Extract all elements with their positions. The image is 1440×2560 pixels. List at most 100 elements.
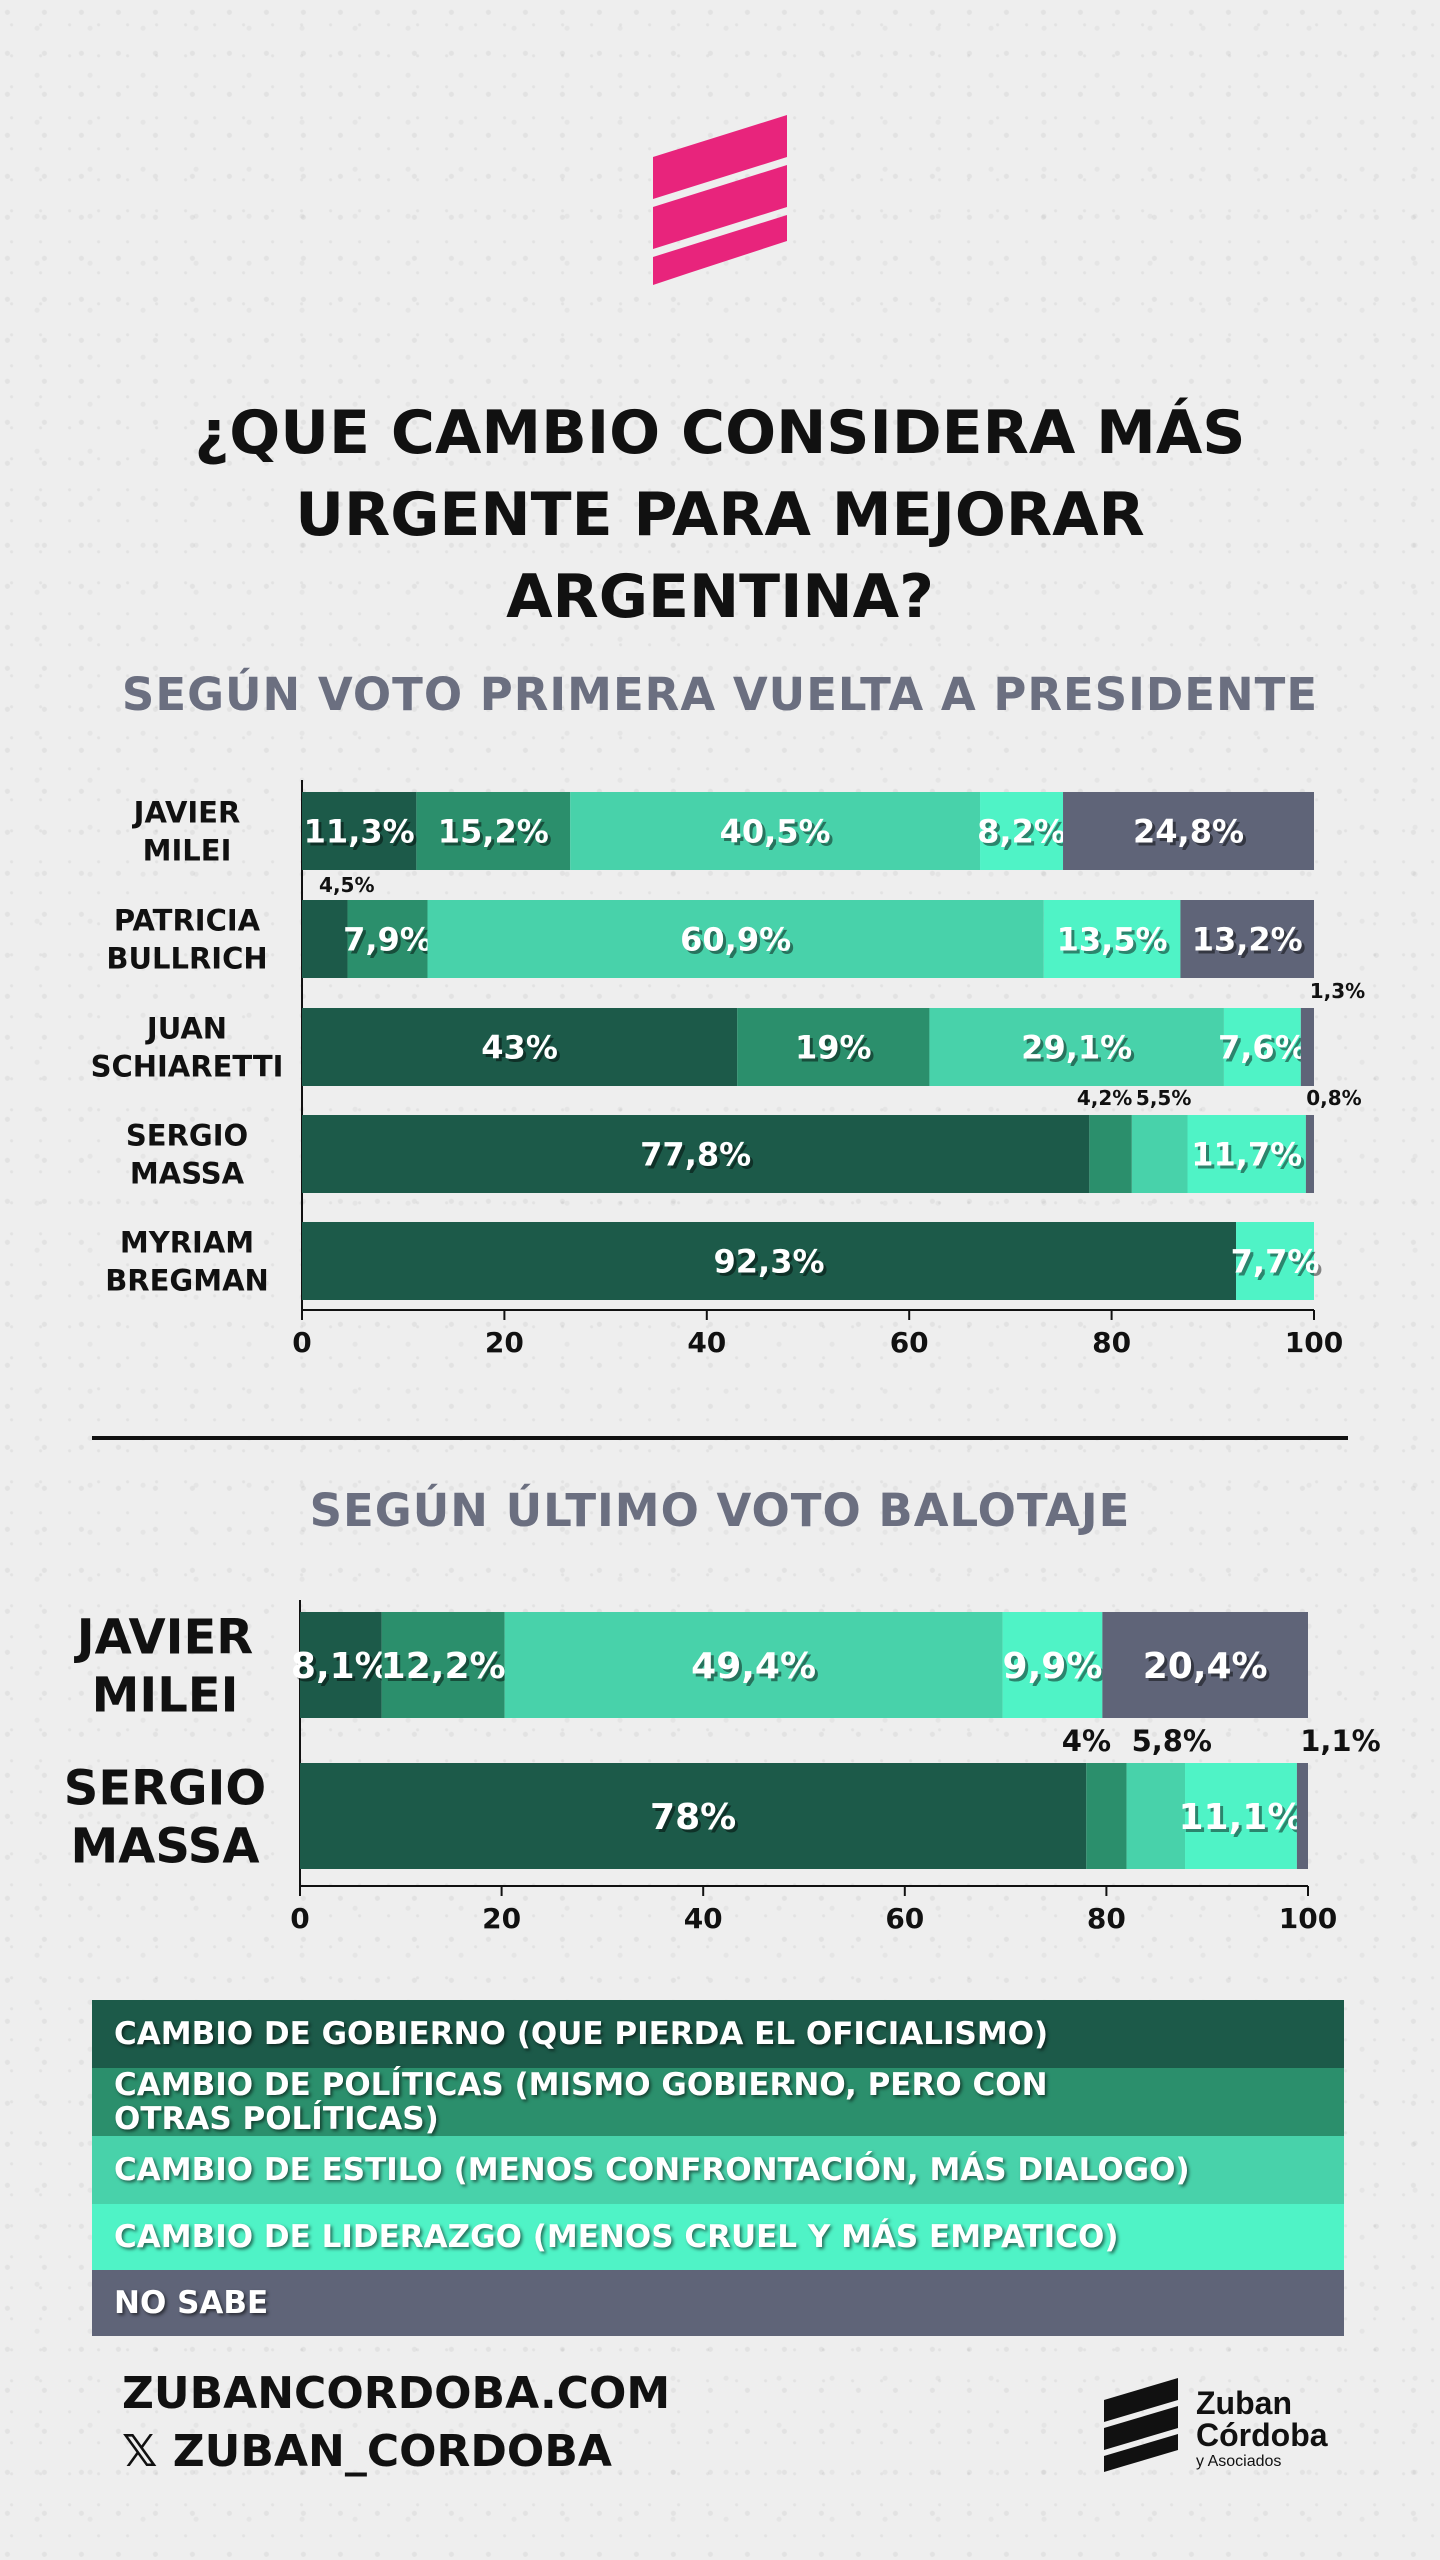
category-label: SERGIO [64, 1760, 266, 1816]
legend-label-nosabe: NO SABE [114, 2285, 269, 2321]
bar-segment-gobierno [302, 1115, 1090, 1193]
data-label-shadow: 78% [653, 1800, 739, 1841]
data-label-nosabe: 1,3% [1310, 979, 1365, 1003]
data-label-shadow: 7,7% [1234, 1246, 1323, 1284]
data-label-politicas: 7,9% [343, 921, 432, 959]
legend-label-gobierno: CAMBIO DE GOBIERNO (QUE PIERDA EL OFICIA… [114, 2016, 1049, 2052]
bar-segment-liderazgo [1002, 1612, 1103, 1718]
bar-segment-estilo [427, 900, 1044, 978]
category-label: PATRICIA [114, 903, 261, 937]
category-label: JAVIER [132, 795, 241, 829]
data-label-estilo: 5,5% [1136, 1086, 1191, 1110]
data-label-shadow: 60,9% [683, 924, 794, 962]
category-label: JUAN [145, 1011, 227, 1045]
x-tick-label-20: 20 [482, 1902, 521, 1935]
data-label-shadow: 49,4% [694, 1649, 819, 1690]
data-label-gobierno: 4,5% [319, 873, 374, 897]
x-tick-label-80: 80 [1092, 1326, 1131, 1359]
x-tick-label-0: 0 [292, 1326, 311, 1359]
data-label-nosabe: 0,8% [1306, 1086, 1361, 1110]
bar-segment-politicas [737, 1008, 930, 1086]
data-label-nosabe: 24,8% [1133, 813, 1244, 851]
bar-segment-gobierno [302, 900, 348, 978]
bar-segment-nosabe [1296, 1763, 1308, 1869]
legend-label-politicas: CAMBIO DE POLÍTICAS (MISMO GOBIERNO, PER… [114, 2067, 1048, 2137]
data-label-shadow: 43% [484, 1032, 561, 1070]
data-label-estilo: 60,9% [680, 921, 791, 959]
category-label: MILEI [92, 1667, 239, 1723]
bar-segment-nosabe [1180, 900, 1314, 978]
brand-name: Zuban [1196, 2385, 1292, 2421]
brand-signature: Zuban Córdoba y Asociados [1104, 2378, 1328, 2472]
data-label-shadow: 9,9% [1006, 1649, 1106, 1690]
bar-segment-gobierno [300, 1763, 1087, 1869]
social-handle[interactable]: 𝕏 ZUBAN_CORDOBA [122, 2426, 612, 2477]
bar-segment-liderazgo [1187, 1115, 1306, 1193]
brand-stripes-icon [1104, 2378, 1178, 2472]
x-tick-label-0: 0 [290, 1902, 309, 1935]
legend-item-politicas: CAMBIO DE POLÍTICAS (MISMO GOBIERNO, PER… [92, 2068, 1344, 2136]
legend-item-nosabe: NO SABE [92, 2270, 1344, 2336]
data-label-shadow: 19% [798, 1032, 875, 1070]
data-label-shadow: 24,8% [1136, 816, 1247, 854]
category-label: MILEI [143, 833, 232, 867]
x-tick-label-20: 20 [485, 1326, 524, 1359]
data-label-estilo: 29,1% [1021, 1029, 1132, 1067]
category-label: MYRIAM [120, 1225, 254, 1259]
data-label-shadow: 20,4% [1146, 1649, 1271, 1690]
data-label-gobierno: 78% [650, 1797, 736, 1838]
data-label-liderazgo: 13,5% [1057, 921, 1168, 959]
bar-segment-nosabe [1300, 1008, 1314, 1086]
legend-item-liderazgo: CAMBIO DE LIDERAZGO (MENOS CRUEL Y MÁS E… [92, 2204, 1344, 2270]
chart1-subtitle: SEGÚN VOTO PRIMERA VUELTA A PRESIDENTE [121, 668, 1319, 721]
data-label-shadow: 7,9% [346, 924, 435, 962]
data-label-estilo: 40,5% [720, 813, 831, 851]
bar-segment-politicas [381, 1612, 505, 1718]
chart2-subtitle: SEGÚN ÚLTIMO VOTO BALOTAJE [309, 1484, 1131, 1537]
data-label-shadow: 77,8% [643, 1139, 754, 1177]
data-label-shadow: 13,5% [1060, 924, 1171, 962]
data-label-nosabe: 13,2% [1192, 921, 1303, 959]
x-tick-label-60: 60 [885, 1902, 924, 1935]
data-label-shadow: 11,1% [1182, 1800, 1307, 1841]
bar-segment-politicas [416, 792, 571, 870]
data-label-liderazgo: 9,9% [1003, 1646, 1103, 1687]
legend-item-gobierno: CAMBIO DE GOBIERNO (QUE PIERDA EL OFICIA… [92, 2000, 1344, 2068]
bar-segment-politicas [347, 900, 428, 978]
x-tick-label-100: 100 [1279, 1902, 1337, 1935]
bar-segment-estilo [1131, 1115, 1188, 1193]
bar-segment-liderazgo [1043, 900, 1181, 978]
data-label-shadow: 29,1% [1024, 1032, 1135, 1070]
bar-segment-liderazgo [980, 792, 1064, 870]
bar-segment-gobierno [302, 1222, 1237, 1300]
category-label: BULLRICH [106, 941, 267, 975]
data-label-politicas: 4,2% [1077, 1086, 1132, 1110]
bar-segment-estilo [929, 1008, 1224, 1086]
data-label-shadow: 8,2% [980, 816, 1069, 854]
data-label-estilo: 5,8% [1132, 1724, 1212, 1758]
bar-segment-liderazgo [1185, 1763, 1297, 1869]
data-label-estilo: 49,4% [691, 1646, 816, 1687]
data-label-liderazgo: 8,2% [977, 813, 1066, 851]
brand-sub: y Asociados [1196, 2453, 1281, 2470]
data-label-shadow: 13,2% [1195, 924, 1306, 962]
data-label-liderazgo: 11,1% [1179, 1797, 1304, 1838]
bar-segment-nosabe [1063, 792, 1314, 870]
website-link[interactable]: ZUBANCORDOBA.COM [122, 2368, 671, 2419]
bar-segment-estilo [504, 1612, 1003, 1718]
x-tick-label-40: 40 [684, 1902, 723, 1935]
category-label: BREGMAN [105, 1263, 269, 1297]
legend-label-liderazgo: CAMBIO DE LIDERAZGO (MENOS CRUEL Y MÁS E… [114, 2219, 1119, 2255]
x-tick-label-80: 80 [1087, 1902, 1126, 1935]
category-label: MASSA [70, 1818, 259, 1874]
bar-segment-gobierno [300, 1612, 382, 1718]
data-label-gobierno: 92,3% [714, 1243, 825, 1281]
category-label: MASSA [130, 1156, 245, 1190]
category-label: SERGIO [126, 1118, 248, 1152]
data-label-politicas: 12,2% [381, 1646, 506, 1687]
bar-segment-politicas [1086, 1763, 1127, 1869]
bar-segment-gobierno [302, 792, 417, 870]
data-label-nosabe: 1,1% [1300, 1724, 1380, 1758]
